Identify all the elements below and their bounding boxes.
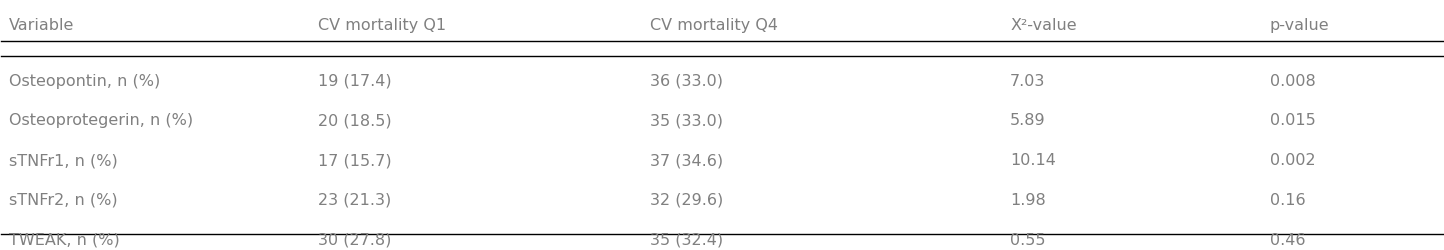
Text: 1.98: 1.98 [1011, 192, 1045, 207]
Text: CV mortality Q4: CV mortality Q4 [650, 18, 778, 33]
Text: 35 (32.4): 35 (32.4) [650, 232, 723, 247]
Text: 37 (34.6): 37 (34.6) [650, 152, 723, 168]
Text: sTNFr1, n (%): sTNFr1, n (%) [9, 152, 117, 168]
Text: 0.55: 0.55 [1011, 232, 1045, 247]
Text: Osteopontin, n (%): Osteopontin, n (%) [9, 74, 160, 88]
Text: p-value: p-value [1269, 18, 1330, 33]
Text: 0.46: 0.46 [1269, 232, 1305, 247]
Text: 19 (17.4): 19 (17.4) [319, 74, 393, 88]
Text: 10.14: 10.14 [1011, 152, 1056, 168]
Text: 36 (33.0): 36 (33.0) [650, 74, 723, 88]
Text: sTNFr2, n (%): sTNFr2, n (%) [9, 192, 117, 207]
Text: 30 (27.8): 30 (27.8) [319, 232, 391, 247]
Text: 7.03: 7.03 [1011, 74, 1045, 88]
Text: 17 (15.7): 17 (15.7) [319, 152, 393, 168]
Text: 20 (18.5): 20 (18.5) [319, 113, 393, 128]
Text: CV mortality Q1: CV mortality Q1 [319, 18, 446, 33]
Text: 23 (21.3): 23 (21.3) [319, 192, 391, 207]
Text: Osteoprotegerin, n (%): Osteoprotegerin, n (%) [9, 113, 192, 128]
Text: 0.16: 0.16 [1269, 192, 1305, 207]
Text: Variable: Variable [9, 18, 74, 33]
Text: 35 (33.0): 35 (33.0) [650, 113, 723, 128]
Text: X²-value: X²-value [1011, 18, 1077, 33]
Text: TWEAK, n (%): TWEAK, n (%) [9, 232, 120, 247]
Text: 32 (29.6): 32 (29.6) [650, 192, 723, 207]
Text: 0.008: 0.008 [1269, 74, 1315, 88]
Text: 0.002: 0.002 [1269, 152, 1315, 168]
Text: 0.015: 0.015 [1269, 113, 1315, 128]
Text: 5.89: 5.89 [1011, 113, 1045, 128]
